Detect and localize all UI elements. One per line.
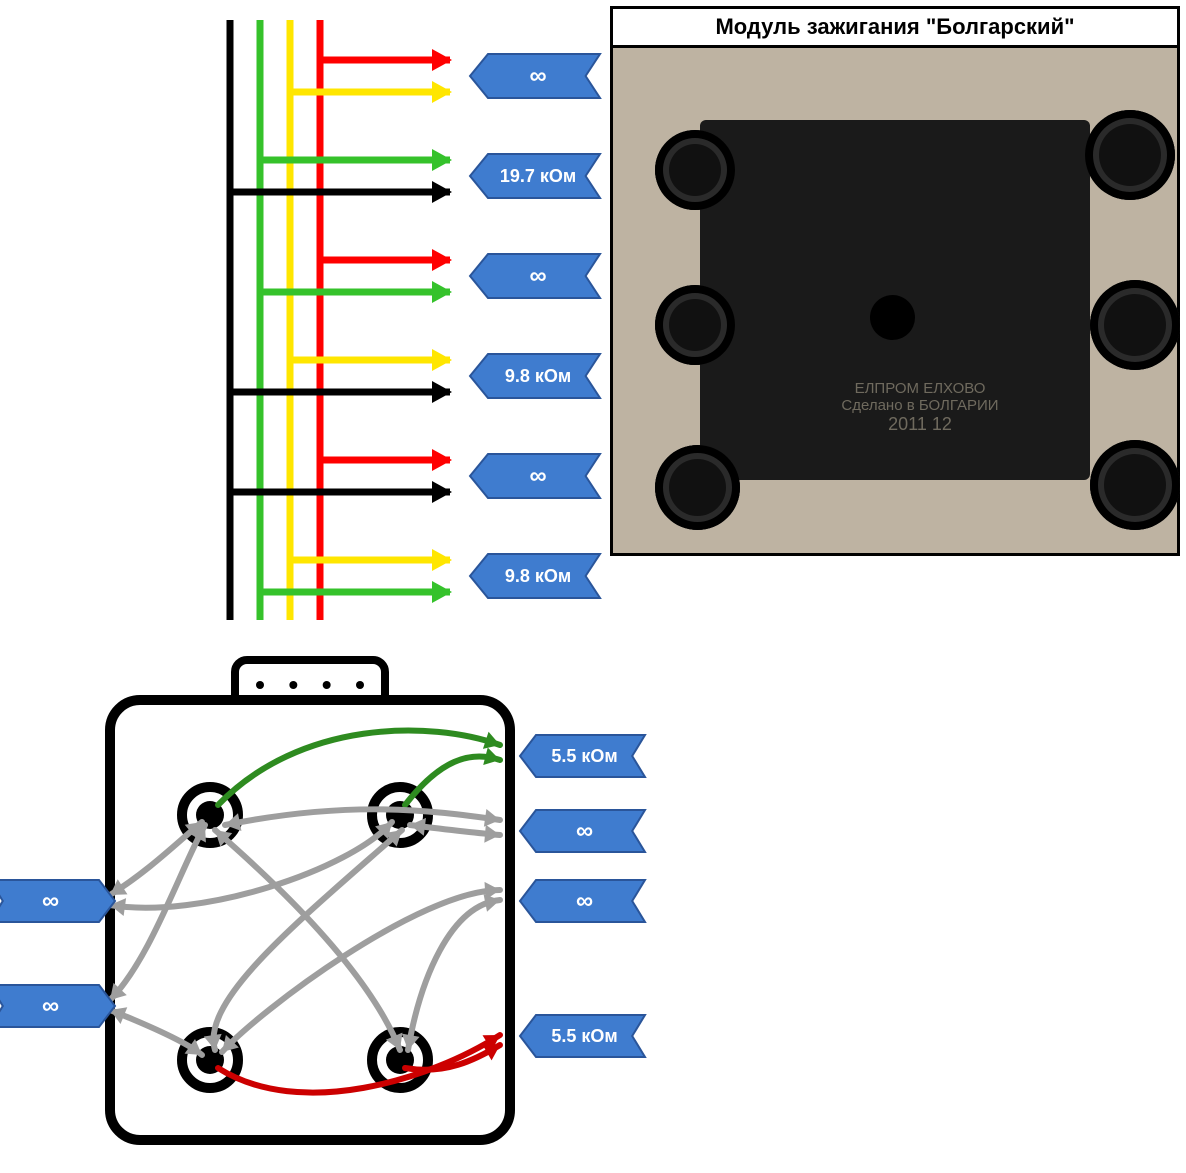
module-nozzle	[1090, 440, 1180, 530]
module-knob	[870, 295, 915, 340]
module-nozzle	[655, 130, 735, 210]
wire-arrowhead	[432, 49, 452, 71]
module-nozzle	[655, 445, 740, 530]
connector-pin	[256, 681, 264, 689]
callout: 9.8 кОм	[470, 554, 600, 598]
wire-arrowhead	[432, 249, 452, 271]
callout-label: ∞	[576, 888, 593, 915]
connector-pin	[289, 681, 297, 689]
callout: 5.5 кОм	[520, 735, 645, 777]
callout-label: 9.8 кОм	[505, 366, 571, 386]
callout-label: ∞	[529, 63, 546, 90]
callout: ∞	[0, 880, 115, 922]
callout-label: ∞	[529, 463, 546, 490]
callout: 5.5 кОм	[520, 1015, 645, 1057]
callout: ∞	[520, 880, 645, 922]
module-nozzle	[1090, 280, 1180, 370]
callout: ∞	[0, 985, 115, 1027]
wire-arrowhead	[432, 381, 452, 403]
wire-arrowhead	[432, 349, 452, 371]
connector-pin	[323, 681, 331, 689]
wire-arrowhead	[432, 281, 452, 303]
module-brand-text: ЕЛПРОМ ЕЛХОВОСделано в БОЛГАРИИ2011 12	[820, 380, 1020, 435]
wire-arrowhead	[432, 149, 452, 171]
photo-title: Модуль зажигания "Болгарский"	[610, 6, 1180, 48]
callout-label: 5.5 кОм	[551, 746, 617, 766]
module-nozzle	[655, 285, 735, 365]
callout-label: 5.5 кОм	[551, 1026, 617, 1046]
wire-arrowhead	[432, 581, 452, 603]
callout: 19.7 кОм	[470, 154, 600, 198]
callout-label: 19.7 кОм	[500, 166, 576, 186]
callout-label: ∞	[42, 993, 59, 1020]
callout-label: ∞	[576, 818, 593, 845]
wire-arrowhead	[432, 181, 452, 203]
wire-arrowhead	[432, 549, 452, 571]
wire-arrowhead	[432, 81, 452, 103]
callout: ∞	[520, 810, 645, 852]
callout-label: 9.8 кОм	[505, 566, 571, 586]
connector-pin	[356, 681, 364, 689]
callout: 9.8 кОм	[470, 354, 600, 398]
callout: ∞	[470, 254, 600, 298]
module-nozzle	[1085, 110, 1175, 200]
wire-arrowhead	[432, 449, 452, 471]
callout: ∞	[470, 54, 600, 98]
wire-arrowhead	[432, 481, 452, 503]
callout: ∞	[470, 454, 600, 498]
callout-label: ∞	[42, 888, 59, 915]
callout-label: ∞	[529, 263, 546, 290]
